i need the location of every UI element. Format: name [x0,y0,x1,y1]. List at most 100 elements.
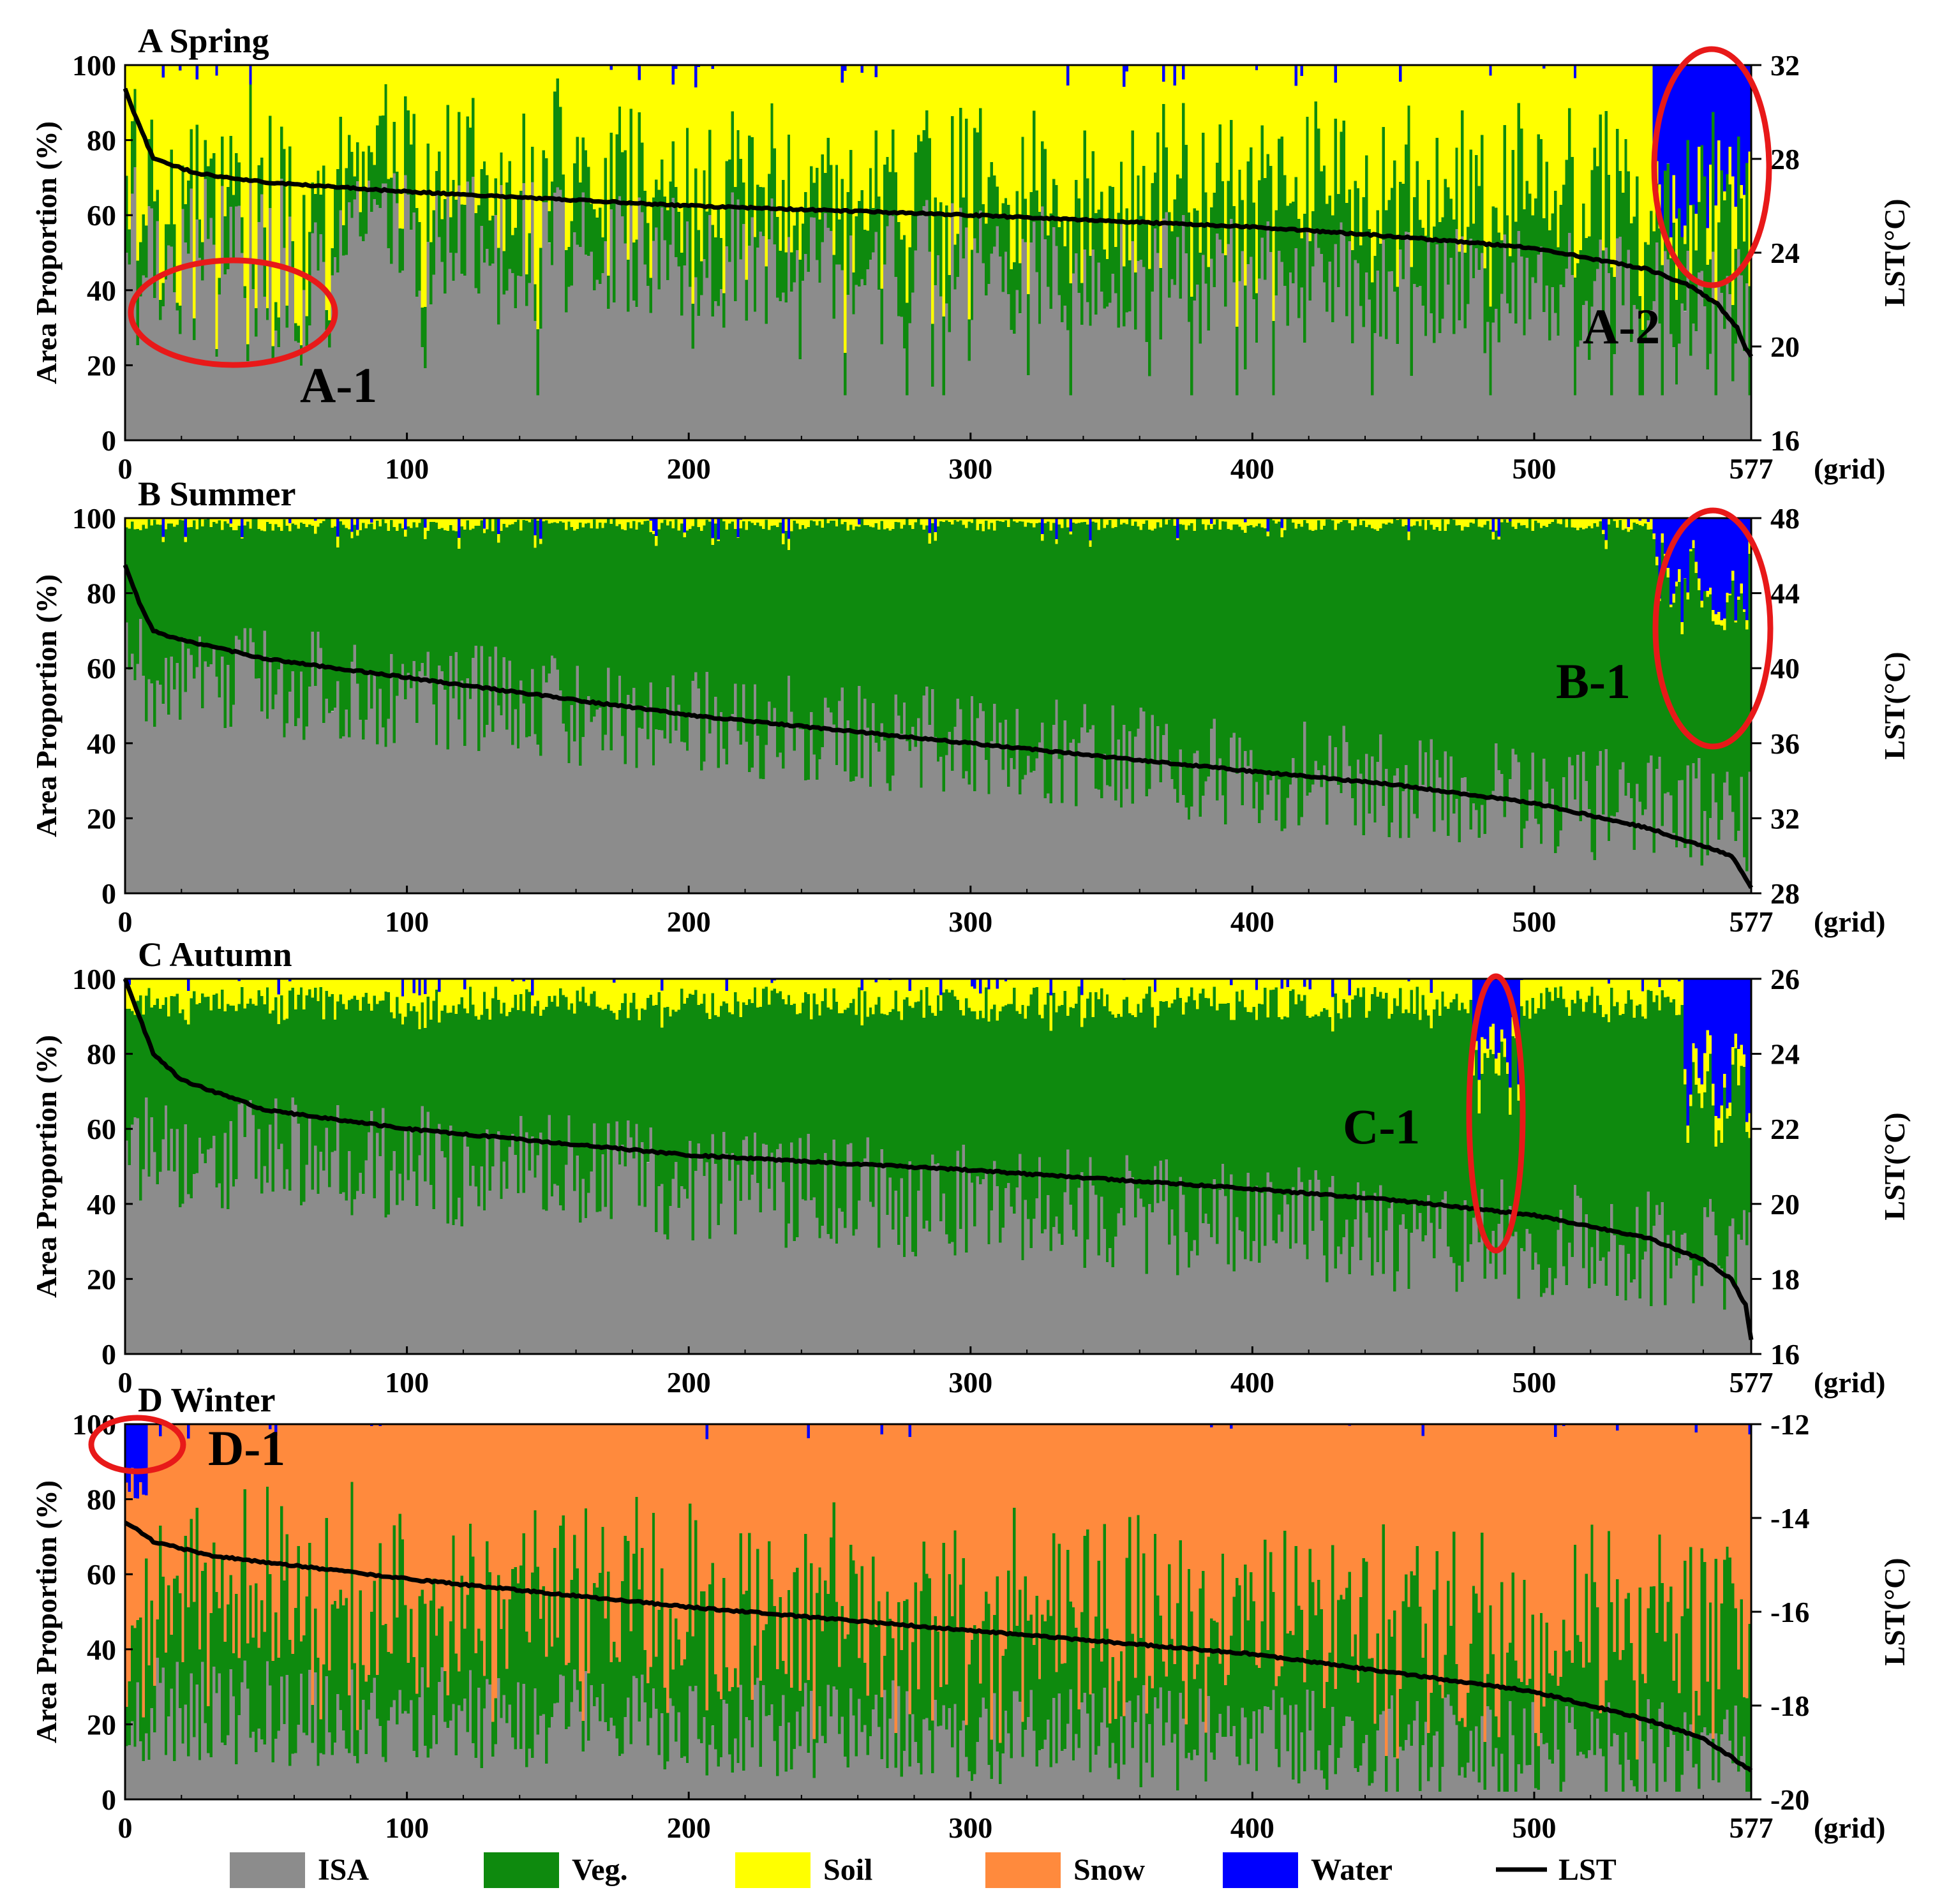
panel-b-bar-soil [1089,540,1093,547]
panel-c-bar-soil [742,979,746,1003]
panel-b-bar-isa [1495,743,1498,893]
panel-c-bar-veg [195,1004,199,1173]
panel-a-bar-soil [908,65,912,248]
panel-c-bar-isa [1142,1207,1146,1354]
panel-b-bar-soil [1317,518,1320,521]
panel-c-bar-soil [207,979,211,997]
panel-b-bar-water [1497,518,1501,537]
panel-c-bar-veg [646,997,650,1163]
panel-a-bar-soil [1722,191,1726,201]
panel-b-bar-soil [657,518,661,530]
panel-a-bar-water [711,65,715,69]
panel-b-bar-isa [1680,780,1684,893]
panel-b-bar-soil [415,518,419,528]
panel-a-bar-veg [832,255,836,319]
panel-a-bar-soil [1399,82,1403,182]
panel-b-bar-water [1601,518,1605,530]
panel-a-bar-isa [624,243,627,440]
panel-a-bar-water [1678,65,1682,209]
panel-b-frame [124,517,1752,895]
panel-b-bar-isa [176,663,179,893]
panel-b-bar-veg [1010,519,1013,759]
panel-c-bar-soil [153,979,157,1006]
panel-a-bar-soil [505,65,509,183]
panel-c-bar-isa [269,1124,273,1354]
panel-a-bar-isa [1283,285,1287,440]
panel-b-bar-soil [849,518,853,525]
panel-b-bar-isa [747,771,751,893]
panel-b-bar-soil [1306,518,1310,524]
panel-a-bar-soil [395,65,399,172]
panel-a-bar-soil [812,65,816,183]
panel-b-bar-veg [1294,528,1298,778]
panel-c-bar-soil [708,979,712,1020]
panel-b-bar-isa [1610,815,1614,893]
panel-a-bar-soil [629,65,633,109]
panel-b-bar-veg [218,520,221,698]
panel-b-bar-soil [1041,534,1045,541]
panel-a-bar-soil [1545,65,1549,162]
panel-a-bar-soil [652,65,655,198]
panel-b-bar-soil [897,518,900,523]
panel-c-bar-veg [601,1009,605,1154]
panel-c-bar-veg [353,995,357,1200]
panel-a-bar-veg [1308,241,1312,301]
panel-b-bar-isa [255,678,258,893]
panel-a-bar-soil [655,65,659,180]
panel-b-bar-veg [1495,530,1498,743]
panel-b-bar-isa [1379,734,1383,893]
panel-b-bar-veg [426,531,430,652]
panel-a-bar-veg [1156,132,1160,253]
panel-b-bar-veg [1137,526,1140,729]
panel-a-bar-veg [762,187,766,237]
panel-b-bar-isa [1520,847,1523,893]
panel-c-bar-veg [410,1011,414,1129]
panel-b-bar-veg [401,528,405,664]
panel-b-bar-soil [892,518,895,529]
panel-c-bar-veg [331,994,334,1152]
panel-a-bar-isa [1021,239,1025,440]
panel-b-bar-soil [1444,518,1447,531]
panel-b-bar-water [649,518,653,521]
panel-b-bar-veg [559,521,563,691]
panel-b-bar-isa [226,665,230,893]
panel-b-bar-veg [1317,520,1320,771]
panel-b-bar-soil [519,518,523,531]
panel-b-bar-isa [1712,773,1715,893]
panel-c-bar-veg [1170,1003,1174,1210]
panel-b-bar-veg [1356,518,1360,760]
panel-a-bar-soil [663,65,667,197]
panel-c-bar-veg [1128,1013,1132,1171]
panel-b-bar-isa [378,688,382,893]
panel-c-bar-soil [1080,995,1084,1027]
panel-b-bar-veg [1350,530,1354,798]
panel-b-bar-veg [1407,540,1411,838]
panel-c-bar-soil [790,979,794,1005]
panel-c-bar-water [438,979,442,992]
panel-c-bar-soil [1123,979,1126,1000]
panel-a-bar-isa [1585,301,1588,440]
panel-b-bar-soil [235,518,239,530]
panel-b-bar-isa [223,727,227,893]
panel-b-bar-soil [948,518,952,522]
panel-a-bar-veg [615,134,619,203]
panel-a-bar-soil [1509,65,1513,257]
panel-b-bar-isa [1179,749,1183,893]
panel-a-bar-veg [1698,202,1701,273]
panel-b-bar-veg [629,528,633,704]
panel-b-bar-veg [874,523,878,743]
panel-c-bar-veg [173,996,177,1171]
panel-c-bar-soil [1100,979,1103,989]
panel-c-bar-isa [795,1237,800,1354]
panel-b-bar-veg [798,529,802,729]
panel-c-bar-soil [361,979,365,997]
panel-a-bar-veg [872,207,876,253]
panel-a-bar-isa [562,202,565,440]
panel-a-bar-isa [494,215,498,440]
panel-c-bar-veg [444,1005,447,1157]
panel-c-bar-veg [1015,1011,1019,1188]
panel-a-bar-soil [1303,65,1306,214]
panel-a-bar-isa [713,301,717,440]
panel-a-bar-veg [1230,120,1234,219]
panel-a-bar-isa [1728,294,1732,440]
